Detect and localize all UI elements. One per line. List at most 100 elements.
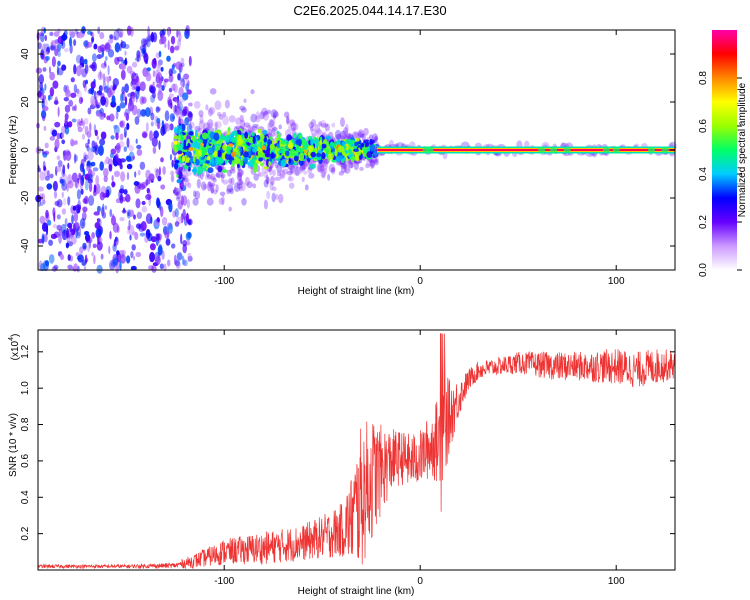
colorbar-gradient xyxy=(712,30,737,270)
spectrogram-blob xyxy=(271,127,278,132)
spectrogram-blob xyxy=(357,129,365,138)
spectrogram-blob xyxy=(181,62,185,68)
spectrogram-blob xyxy=(243,122,251,128)
spectrogram-blob xyxy=(161,216,168,226)
spectrogram-blob xyxy=(104,205,108,210)
spectrogram-blob xyxy=(270,152,275,159)
spectrogram-blob xyxy=(69,255,74,262)
spectrogram-blob xyxy=(319,164,325,172)
spectrogram-blob xyxy=(252,147,258,153)
spectrogram-blob xyxy=(86,165,91,172)
spectrogram-blob xyxy=(219,191,226,197)
spectrogram-blob xyxy=(276,171,281,177)
spectrogram-blob xyxy=(44,34,47,42)
spectrogram-blob xyxy=(550,146,557,154)
spectrogram-blob xyxy=(239,160,244,167)
spectrogram-blob xyxy=(177,150,183,155)
spectrogram-blob xyxy=(174,45,180,51)
spectrogram-blob xyxy=(126,25,132,36)
spectrogram-blob xyxy=(127,93,133,98)
spectrogram-blob xyxy=(49,71,55,81)
spectrogram-blob xyxy=(96,54,103,60)
spectrogram-x-label: Height of straight line (km) xyxy=(298,286,415,297)
spectrogram-blob xyxy=(177,38,181,48)
spectrogram-blob xyxy=(261,107,268,117)
spectrogram-blob xyxy=(227,169,232,177)
spectrogram-blob xyxy=(266,190,271,200)
spectrogram-blob xyxy=(120,171,126,182)
spectrogram-blob xyxy=(288,158,292,164)
spectrogram-blob xyxy=(293,155,299,162)
spectrogram-blob xyxy=(119,120,126,129)
spectrogram-blob xyxy=(73,263,78,271)
spectrogram-blob xyxy=(144,179,151,185)
snr-y-tick-label: 1.0 xyxy=(20,381,31,395)
spectrogram-blob xyxy=(61,139,66,145)
spectrogram-blob xyxy=(292,133,297,139)
spectrogram-blob xyxy=(169,45,175,54)
spectrogram-blob xyxy=(111,95,116,106)
spectrogram-blob xyxy=(345,123,349,134)
snr-y-tick-label: 0.8 xyxy=(20,417,31,431)
spectrogram-blob xyxy=(120,63,126,70)
spectrogram-blob xyxy=(108,163,113,172)
spectrogram-blob xyxy=(40,263,46,272)
spectrogram-blob xyxy=(370,143,376,152)
spectrogram-blob xyxy=(73,64,77,75)
spectrogram-blob xyxy=(343,127,349,136)
spectrogram-blob xyxy=(188,147,194,151)
spectrogram-blob xyxy=(73,39,76,47)
spectrogram-blob xyxy=(269,181,274,191)
spectrogram-blob xyxy=(112,257,118,267)
spectrogram-blob xyxy=(249,127,255,133)
spectrogram-blob xyxy=(334,129,342,140)
spectrogram-blob xyxy=(648,146,655,154)
spectrogram-blob xyxy=(84,179,89,191)
spectrogram-blob xyxy=(71,105,76,111)
spectrogram-blob xyxy=(228,143,234,147)
spectrogram-blob xyxy=(43,150,50,155)
spectrogram-blob xyxy=(73,83,78,94)
spectrogram-blob xyxy=(160,126,166,136)
spectrogram-blob xyxy=(82,242,87,250)
colorbar: 0.0 0.2 0.4 0.6 0.8 Normalized spectral ampl… xyxy=(698,30,748,277)
spectrogram-blob xyxy=(92,146,98,153)
spectrogram-blob xyxy=(315,148,318,154)
spectrogram-blob xyxy=(192,197,199,206)
spectrogram-blob xyxy=(161,84,165,92)
spectrogram-blob xyxy=(116,105,121,113)
spectrogram-blob xyxy=(99,32,105,40)
spectrogram-blob xyxy=(157,175,162,182)
spectrogram-blob xyxy=(119,102,126,109)
spectrogram-blob xyxy=(172,210,177,218)
spectrogram-blob xyxy=(191,168,198,173)
spectrogram-blob xyxy=(69,31,76,38)
spectrogram-blob xyxy=(179,77,184,83)
spectrogram-blob xyxy=(266,128,273,136)
spectrogram-blob xyxy=(85,142,89,149)
spectrogram-blob xyxy=(220,174,225,183)
spectrogram-blob xyxy=(56,132,61,140)
spectrogram-blob xyxy=(136,211,143,220)
spectrogram-blob xyxy=(331,122,336,128)
spectrogram-blob xyxy=(322,169,327,179)
spectrogram-panel: -100 0 100 -40 -20 0 20 40 Height of straight … xyxy=(8,25,677,297)
spectrogram-blob xyxy=(228,115,236,123)
spectrogram-blob xyxy=(159,263,164,270)
spectrogram-blob xyxy=(100,131,107,140)
spectrogram-blob xyxy=(37,42,42,50)
spectrogram-blob xyxy=(82,79,87,89)
spectrogram-blob xyxy=(69,36,72,47)
spectrogram-blob xyxy=(212,177,217,183)
spectrogram-blob xyxy=(149,130,153,141)
spectrogram-blob xyxy=(131,244,136,251)
spectrogram-blob xyxy=(44,83,47,91)
spectrogram-blob xyxy=(147,25,150,37)
spectrogram-blob xyxy=(135,93,138,103)
spectrogram-blob xyxy=(151,136,158,148)
spectrogram-blob xyxy=(257,151,263,160)
spectrogram-blob xyxy=(126,137,130,148)
spectrogram-blob xyxy=(96,264,103,274)
spectrogram-blob xyxy=(316,152,322,158)
spectrogram-blob xyxy=(141,96,147,104)
